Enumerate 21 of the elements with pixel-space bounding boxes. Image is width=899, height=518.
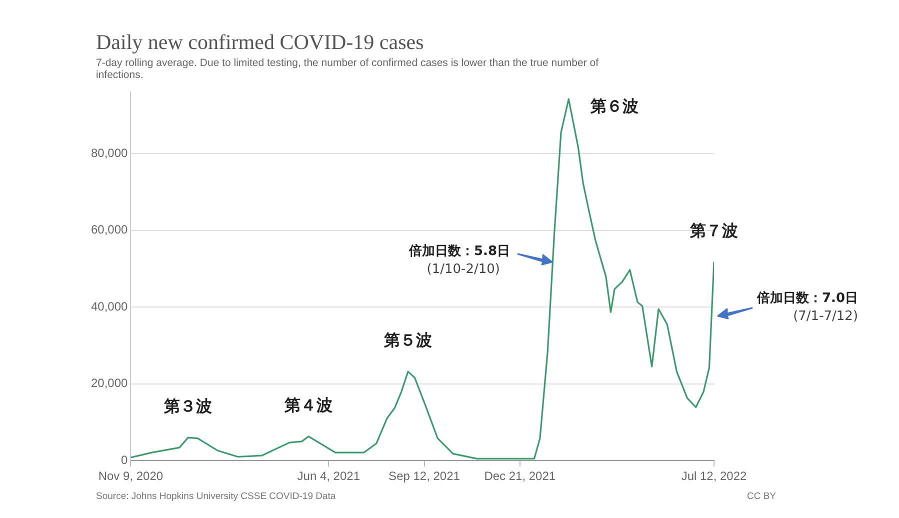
x-tick-label: Sep 12, 2021 xyxy=(388,469,460,484)
annotation: 第５波 xyxy=(383,330,432,350)
text: CC BY xyxy=(746,491,776,502)
y-tick-label: 60,000 xyxy=(91,222,128,237)
y-tick-label: 40,000 xyxy=(91,299,128,314)
source-note: Source: Johns Hopkins University CSSE COVID-19 Data xyxy=(96,491,336,502)
y-tick-label: 20,000 xyxy=(91,376,128,390)
x-tick-label: Jun 4, 2021 xyxy=(297,469,360,484)
x-tick-label: Nov 9, 2020 xyxy=(98,469,164,484)
y-tick-label: 0 xyxy=(121,452,128,467)
x-tick-label: Jul 12, 2022 xyxy=(681,469,748,484)
annotation: 第７波 xyxy=(689,220,738,240)
annotation: 倍加日数：5.8日 (1/10-2/10) xyxy=(408,244,510,277)
annotation: 第４波 xyxy=(284,396,333,415)
chart-title: Daily new confirmed COVID-19 cases xyxy=(96,30,424,55)
chart-subtitle: 7-day rolling average. Due to limited testing, the number of confirmed cases is lower than the true number of infections. xyxy=(96,57,600,81)
annotation: 第６波 xyxy=(590,96,639,116)
annotation: 第３波 xyxy=(163,396,212,416)
y-tick-label: 80,000 xyxy=(91,146,128,160)
text: 倍加日数：7.0日 (7/1-7/12) xyxy=(757,291,858,324)
x-tick-label: Dec 21, 2021 xyxy=(484,469,556,484)
